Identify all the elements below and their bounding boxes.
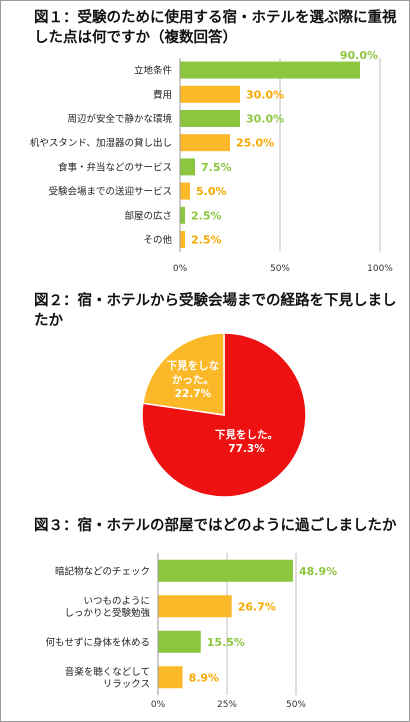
chart3-category-label: 何もせずに身体を休める — [45, 636, 150, 648]
chart1-tick-label: 100% — [367, 264, 393, 274]
chart3-category-label: いつものように — [83, 596, 150, 607]
chart1-value-label: 25.0% — [236, 137, 274, 150]
chart1-bar — [180, 134, 230, 152]
chart2-title: 図２：宿・ホテルから受験会場までの経路を下見しましたか — [34, 293, 397, 329]
chart1-category-label: その他 — [143, 234, 172, 246]
chart1-value-label: 5.0% — [196, 185, 227, 198]
chart3-tick-label: 50% — [286, 700, 306, 710]
chart1-value-label: 30.0% — [246, 88, 284, 101]
chart1-category-label: 部屋の広さ — [124, 210, 172, 222]
chart2-slice-label: かった。 — [172, 374, 214, 386]
chart1-value-label: 2.5% — [191, 234, 222, 247]
chart3-bar — [158, 630, 201, 653]
chart3-tick-label: 0% — [151, 700, 166, 710]
chart1-category-label: 周辺が安全で静かな環境 — [67, 113, 172, 125]
chart1-bar — [180, 182, 190, 200]
chart1-category-label: 費用 — [153, 89, 172, 101]
chart1-bar — [180, 85, 240, 103]
chart3-category-label: 暗記物などのチェック — [55, 565, 150, 577]
chart1-category-label: 受験会場までの送迎サービス — [48, 186, 172, 198]
chart1-bar — [180, 206, 185, 224]
chart2-slice-label: 77.3% — [228, 443, 265, 455]
chart1-value-label: 30.0% — [246, 113, 284, 126]
chart1-bar — [180, 110, 240, 127]
chart3-value-label: 8.9% — [189, 671, 220, 684]
chart3-category-label: 音楽を聴くなどして — [65, 666, 150, 678]
chart2-slice-label: 22.7% — [175, 388, 212, 400]
chart1-category-label: 立地条件 — [134, 65, 173, 77]
chart2-slice-label: 下見をしな — [167, 360, 220, 372]
chart3-bar — [158, 666, 183, 689]
chart2-slice-label: 下見をした。 — [215, 429, 278, 441]
chart3-tick-label: 25% — [217, 700, 237, 710]
chart2-slice — [142, 332, 225, 416]
chart1-category-label: 食事・弁当などのサービス — [58, 161, 172, 173]
chart1-tick-label: 50% — [270, 264, 290, 274]
chart1-tick-label: 0% — [173, 264, 188, 274]
chart3-value-label: 15.5% — [207, 636, 245, 649]
chart1-title: 図１：受験のために使用する宿・ホテルを選ぶ際に重視 した点は何ですか（複数回答） — [34, 10, 397, 46]
chart1-value-label: 90.0% — [340, 49, 378, 62]
chart3-value-label: 48.9% — [299, 565, 337, 578]
chart3-bar — [158, 559, 293, 582]
chart3-value-label: 26.7% — [238, 600, 276, 613]
chart1-value-label: 2.5% — [191, 209, 222, 222]
chart1-bar — [180, 61, 360, 79]
chart3-title: 図３：宿・ホテルの部屋ではどのように過ごしましたか — [34, 518, 397, 534]
chart1-category-label: 机やスタンド、加湿器の貸し出し — [30, 137, 172, 149]
chart3-category-label: しっかりと受験勉強 — [64, 607, 150, 619]
chart1-bar — [180, 158, 195, 176]
chart3-bar — [158, 595, 232, 618]
chart1-value-label: 7.5% — [201, 161, 232, 174]
chart1-bar — [180, 231, 185, 248]
chart3-category-label: リラックス — [103, 679, 150, 690]
